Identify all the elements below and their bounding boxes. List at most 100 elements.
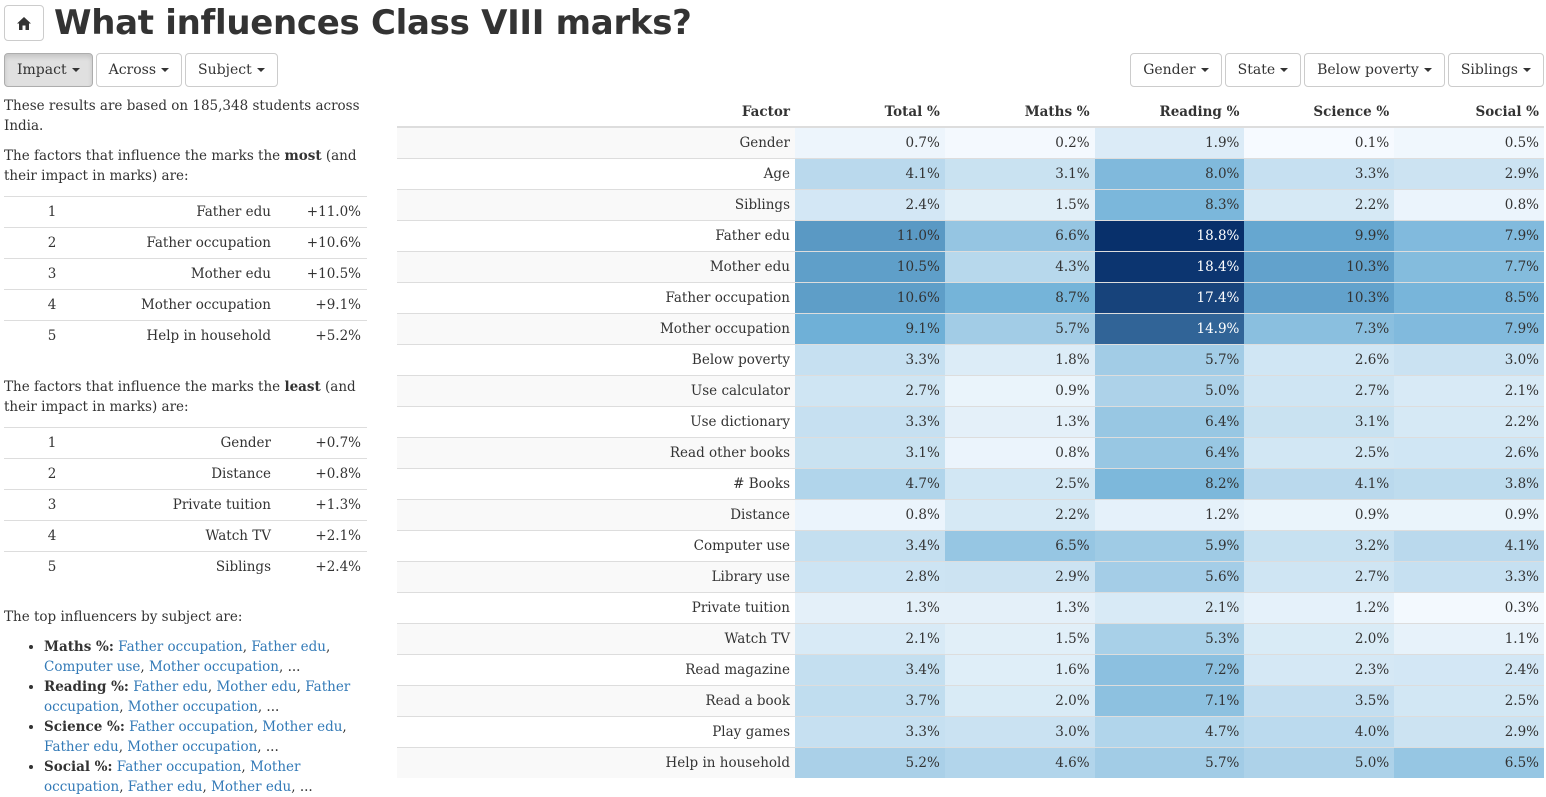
heatmap-cell: 10.3% bbox=[1244, 281, 1395, 313]
heatmap-cell: 5.9% bbox=[1094, 529, 1245, 561]
column-header-science[interactable]: Science % bbox=[1244, 96, 1395, 128]
column-header-maths[interactable]: Maths % bbox=[944, 96, 1095, 128]
row-factor-label: Mother occupation bbox=[397, 312, 795, 344]
rank-row: 2 Distance +0.8% bbox=[4, 457, 367, 489]
heatmap-row: Mother edu 10.5% 4.3% 18.4% 10.3% 7.7% bbox=[397, 250, 1544, 282]
row-factor-label: Father edu bbox=[397, 219, 795, 251]
rank-impact: +10.6% bbox=[277, 227, 367, 259]
filter-below-poverty-dropdown[interactable]: Below poverty bbox=[1304, 53, 1445, 87]
view-subject-dropdown[interactable]: Subject bbox=[185, 53, 278, 87]
row-factor-label: Watch TV bbox=[397, 622, 795, 654]
column-header-factor[interactable]: Factor bbox=[397, 96, 795, 128]
influencer-link[interactable]: Mother occupation bbox=[148, 659, 279, 675]
influencer-link[interactable]: Father occupation bbox=[129, 719, 254, 735]
heatmap-cell: 2.0% bbox=[944, 684, 1095, 716]
influencer-link[interactable]: Father edu bbox=[44, 739, 119, 755]
heatmap-cell: 0.8% bbox=[1394, 188, 1544, 220]
influencer-link[interactable]: Father occupation bbox=[118, 639, 243, 655]
rank-factor: Mother occupation bbox=[94, 289, 277, 321]
heatmap-cell: 6.5% bbox=[1394, 746, 1544, 778]
influencer-link[interactable]: Father occupation bbox=[44, 679, 351, 715]
dropdown-label: Impact bbox=[17, 62, 67, 78]
caret-down-icon bbox=[1200, 68, 1209, 72]
influencer-link[interactable]: Father edu bbox=[251, 639, 326, 655]
heatmap-cell: 4.1% bbox=[795, 157, 945, 189]
view-across-dropdown[interactable]: Across bbox=[95, 53, 183, 87]
heatmap-cell: 5.7% bbox=[1094, 746, 1245, 778]
influencer-link[interactable]: Mother edu bbox=[262, 719, 343, 735]
heatmap-row: Read a book 3.7% 2.0% 7.1% 3.5% 2.5% bbox=[397, 684, 1544, 716]
heatmap-cell: 2.5% bbox=[1244, 436, 1395, 468]
heatmap-row: Mother occupation 9.1% 5.7% 14.9% 7.3% 7.9% bbox=[397, 312, 1544, 344]
page-title: What influences Class VIII marks? bbox=[54, 3, 692, 43]
heatmap-row: Read other books 3.1% 0.8% 6.4% 2.5% 2.6% bbox=[397, 436, 1544, 468]
row-factor-label: Read other books bbox=[397, 436, 795, 468]
heatmap-cell: 0.7% bbox=[795, 126, 945, 158]
intro-text: These results are based on 185,348 stude… bbox=[4, 98, 360, 134]
heatmap-cell: 3.3% bbox=[1244, 157, 1395, 189]
filter-siblings-dropdown[interactable]: Siblings bbox=[1447, 53, 1544, 87]
influencer-subject: Science %: bbox=[44, 719, 125, 735]
rank-number: 5 bbox=[4, 320, 94, 352]
influencer-link[interactable]: Father edu bbox=[133, 679, 208, 695]
caret-down-icon bbox=[161, 68, 170, 72]
rank-factor: Distance bbox=[94, 457, 277, 489]
heatmap-cell: 5.2% bbox=[795, 746, 945, 778]
rank-row: 4 Watch TV +2.1% bbox=[4, 519, 367, 551]
heatmap-cell: 0.2% bbox=[944, 126, 1095, 158]
rank-impact: +10.5% bbox=[277, 258, 367, 290]
heatmap-cell: 0.8% bbox=[795, 498, 945, 530]
heatmap-cell: 2.8% bbox=[795, 560, 945, 592]
more-ellipsis: ... bbox=[287, 659, 301, 675]
rank-number: 3 bbox=[4, 488, 94, 520]
rank-impact: +2.1% bbox=[277, 519, 367, 551]
rank-impact: +2.4% bbox=[277, 550, 367, 582]
home-button[interactable] bbox=[4, 5, 44, 41]
heatmap-cell: 3.1% bbox=[944, 157, 1095, 189]
column-header-social[interactable]: Social % bbox=[1394, 96, 1544, 128]
influencer-link[interactable]: Father occupation bbox=[116, 759, 242, 775]
heatmap-cell: 3.1% bbox=[795, 436, 945, 468]
heatmap-cell: 9.1% bbox=[795, 312, 945, 344]
rank-impact: +0.7% bbox=[277, 426, 367, 458]
heatmap-cell: 3.4% bbox=[795, 529, 945, 561]
column-header-reading[interactable]: Reading % bbox=[1094, 96, 1245, 128]
dropdown-label: Below poverty bbox=[1317, 62, 1419, 78]
heatmap-cell: 17.4% bbox=[1094, 281, 1245, 313]
row-factor-label: Computer use bbox=[397, 529, 795, 561]
heatmap-cell: 2.9% bbox=[944, 560, 1095, 592]
caret-down-icon bbox=[256, 68, 265, 72]
influencer-link[interactable]: Mother occupation bbox=[127, 699, 258, 715]
rank-factor: Help in household bbox=[94, 320, 277, 352]
rank-factor: Private tuition bbox=[94, 488, 277, 520]
heatmap-row: Siblings 2.4% 1.5% 8.3% 2.2% 0.8% bbox=[397, 188, 1544, 220]
filter-state-dropdown[interactable]: State bbox=[1224, 53, 1302, 87]
influencer-link[interactable]: Mother edu bbox=[216, 679, 297, 695]
heatmap-cell: 4.1% bbox=[1394, 529, 1544, 561]
influencer-link[interactable]: Computer use bbox=[44, 659, 141, 675]
heatmap-cell: 1.8% bbox=[944, 343, 1095, 375]
heatmap-cell: 5.7% bbox=[1094, 343, 1245, 375]
rank-impact: +5.2% bbox=[277, 320, 367, 352]
summary-panel: These results are based on 185,348 stude… bbox=[4, 96, 367, 797]
influencer-link[interactable]: Mother occupation bbox=[127, 739, 258, 755]
heatmap-row: Computer use 3.4% 6.5% 5.9% 3.2% 4.1% bbox=[397, 529, 1544, 561]
rank-factor: Father occupation bbox=[94, 227, 277, 259]
heatmap-cell: 1.2% bbox=[1094, 498, 1245, 530]
heatmap-cell: 2.1% bbox=[795, 622, 945, 654]
view-impact-dropdown[interactable]: Impact bbox=[4, 53, 93, 87]
influencer-link[interactable]: Mother edu bbox=[211, 779, 292, 795]
heatmap-cell: 4.7% bbox=[1094, 715, 1245, 747]
toolbar-right: Gender State Below poverty Siblings bbox=[1130, 53, 1544, 87]
rank-number: 2 bbox=[4, 457, 94, 489]
rank-number: 4 bbox=[4, 519, 94, 551]
filter-gender-dropdown[interactable]: Gender bbox=[1130, 53, 1222, 87]
row-factor-label: Play games bbox=[397, 715, 795, 747]
influencer-link[interactable]: Father edu bbox=[127, 779, 203, 795]
heatmap-cell: 3.0% bbox=[944, 715, 1095, 747]
rank-row: 1 Gender +0.7% bbox=[4, 426, 367, 458]
dropdown-label: State bbox=[1237, 62, 1276, 78]
column-header-total[interactable]: Total % bbox=[795, 96, 945, 128]
heatmap-row: Use calculator 2.7% 0.9% 5.0% 2.7% 2.1% bbox=[397, 374, 1544, 406]
heatmap-row: Father edu 11.0% 6.6% 18.8% 9.9% 7.9% bbox=[397, 219, 1544, 251]
